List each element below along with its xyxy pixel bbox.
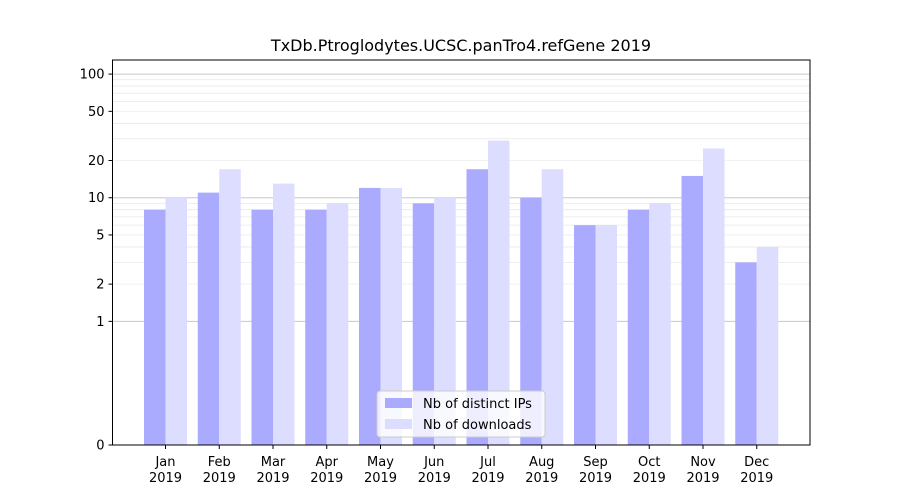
bar-downloads [595, 225, 617, 445]
bar-distinct-ips [574, 225, 596, 445]
bar-distinct-ips [520, 197, 542, 445]
x-tick-label-year: 2019 [740, 471, 773, 486]
x-tick-label-month: Feb [208, 455, 231, 470]
x-tick-label-month: Jan [154, 455, 175, 470]
x-tick-label-month: Sep [583, 455, 608, 470]
y-tick-label: 10 [88, 191, 105, 206]
y-tick-label: 50 [88, 105, 105, 120]
bar-distinct-ips [735, 262, 757, 445]
bar-distinct-ips [251, 209, 273, 445]
bar-distinct-ips [681, 175, 703, 445]
x-tick-label-year: 2019 [471, 471, 504, 486]
legend-label: Nb of distinct IPs [423, 397, 532, 412]
x-tick-label-year: 2019 [149, 471, 182, 486]
legend-label: Nb of downloads [423, 418, 532, 433]
bar-downloads [380, 187, 402, 445]
x-tick-label-month: Jun [423, 455, 444, 470]
legend-swatch [385, 419, 412, 429]
x-tick-label-month: Aug [529, 455, 554, 470]
y-tick-label: 1 [96, 315, 104, 330]
bar-downloads [488, 140, 510, 445]
x-tick-label-year: 2019 [579, 471, 612, 486]
x-tick-label-year: 2019 [633, 471, 666, 486]
x-axis: Jan2019Feb2019Mar2019Apr2019May2019Jun20… [149, 445, 773, 486]
x-tick-label-year: 2019 [364, 471, 397, 486]
bar-downloads [756, 246, 779, 445]
bar-distinct-ips [144, 209, 166, 445]
x-tick-label-year: 2019 [203, 471, 236, 486]
bar-distinct-ips [627, 209, 650, 445]
x-tick-label-month: Oct [638, 455, 660, 470]
legend: Nb of distinct IPs Nb of downloads [376, 390, 546, 438]
x-tick-label-year: 2019 [525, 471, 558, 486]
y-axis: 0 1 2 5 10 20 50 100 [80, 68, 113, 454]
bar-downloads [703, 148, 725, 445]
x-tick-label-month: Dec [744, 455, 769, 470]
bar-downloads [326, 203, 349, 445]
x-tick-label-year: 2019 [310, 471, 343, 486]
x-tick-label-month: Apr [316, 455, 339, 470]
bar-downloads [165, 197, 187, 445]
chart-title: TxDb.Ptroglodytes.UCSC.panTro4.refGene 2… [270, 36, 651, 55]
x-tick-label-year: 2019 [418, 471, 451, 486]
bar-downloads [541, 169, 564, 445]
bar-downloads [273, 183, 295, 445]
x-tick-label-month: Nov [690, 455, 716, 470]
bar-downloads [649, 203, 671, 445]
x-tick-label-month: Mar [261, 455, 286, 470]
bar-distinct-ips [305, 209, 327, 445]
x-tick-label-year: 2019 [256, 471, 289, 486]
x-tick-label-month: May [367, 455, 394, 470]
legend-box [376, 390, 546, 438]
bar-distinct-ips [412, 203, 435, 445]
bar-downloads [434, 197, 456, 445]
x-tick-label-year: 2019 [686, 471, 719, 486]
bar-distinct-ips [466, 169, 488, 445]
legend-swatch [385, 398, 412, 408]
bar-downloads [219, 169, 241, 445]
bars [144, 140, 779, 445]
y-tick-label: 100 [80, 68, 105, 83]
plot-frame [112, 59, 811, 446]
y-tick-label: 5 [96, 228, 104, 243]
y-tick-label: 0 [96, 439, 104, 454]
y-tick-label: 2 [96, 278, 104, 293]
bar-distinct-ips [197, 192, 220, 445]
x-tick-label-month: Jul [479, 455, 496, 470]
bar-distinct-ips [359, 187, 381, 445]
y-tick-label: 20 [88, 154, 105, 169]
